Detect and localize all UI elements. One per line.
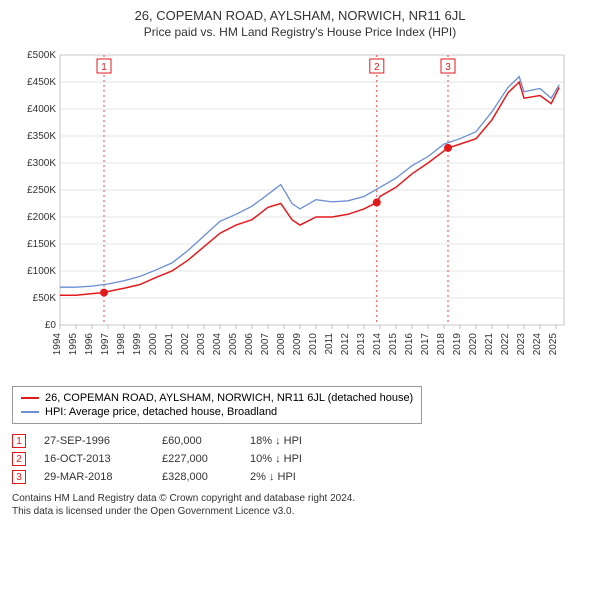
svg-text:£450K: £450K — [27, 77, 56, 88]
svg-text:£250K: £250K — [27, 185, 56, 196]
svg-text:2021: 2021 — [484, 333, 495, 356]
svg-text:2007: 2007 — [260, 333, 271, 356]
svg-text:2002: 2002 — [180, 333, 191, 356]
event-price: £328,000 — [162, 471, 232, 483]
footer-line1: Contains HM Land Registry data © Crown c… — [12, 492, 588, 505]
svg-text:2019: 2019 — [452, 333, 463, 356]
legend-item: 26, COPEMAN ROAD, AYLSHAM, NORWICH, NR11… — [21, 391, 413, 405]
event-date: 29-MAR-2018 — [44, 471, 144, 483]
svg-text:2006: 2006 — [244, 333, 255, 356]
event-date: 16-OCT-2013 — [44, 453, 144, 465]
legend-swatch — [21, 411, 39, 413]
svg-text:£150K: £150K — [27, 239, 56, 250]
legend: 26, COPEMAN ROAD, AYLSHAM, NORWICH, NR11… — [12, 386, 422, 424]
svg-text:2025: 2025 — [548, 333, 559, 356]
chart-svg: £0 £50K £100K £150K £200K £250K £300K £350K £400… — [12, 45, 572, 375]
legend-label: HPI: Average price, detached house, Broa… — [45, 406, 277, 418]
events-table: 1 27-SEP-1996 £60,000 18% ↓ HPI 2 16-OCT-2013… — [12, 432, 588, 486]
svg-text:2: 2 — [374, 62, 380, 73]
svg-text:£300K: £300K — [27, 158, 56, 169]
svg-text:2017: 2017 — [420, 333, 431, 356]
svg-text:2024: 2024 — [532, 333, 543, 356]
svg-text:1995: 1995 — [68, 333, 79, 356]
svg-text:2011: 2011 — [324, 333, 335, 355]
event-price: £60,000 — [162, 435, 232, 447]
legend-swatch — [21, 397, 39, 399]
svg-text:2009: 2009 — [292, 333, 303, 356]
event-marker: 3 — [12, 470, 26, 484]
svg-text:£500K: £500K — [27, 50, 56, 61]
footer-line2: This data is licensed under the Open Gov… — [12, 505, 588, 518]
svg-text:2020: 2020 — [468, 333, 479, 356]
svg-text:2013: 2013 — [356, 333, 367, 356]
svg-text:2018: 2018 — [436, 333, 447, 356]
svg-text:2014: 2014 — [372, 333, 383, 356]
svg-text:2016: 2016 — [404, 333, 415, 356]
svg-text:1: 1 — [101, 62, 107, 73]
svg-text:1996: 1996 — [84, 333, 95, 356]
svg-text:2023: 2023 — [516, 333, 527, 356]
price-chart: £0 £50K £100K £150K £200K £250K £300K £350K £400… — [12, 45, 588, 380]
legend-label: 26, COPEMAN ROAD, AYLSHAM, NORWICH, NR11… — [45, 392, 413, 404]
event-marker: 2 — [12, 452, 26, 466]
svg-text:2022: 2022 — [500, 333, 511, 356]
event-row: 2 16-OCT-2013 £227,000 10% ↓ HPI — [12, 450, 588, 468]
footer: Contains HM Land Registry data © Crown c… — [12, 492, 588, 518]
svg-text:3: 3 — [445, 62, 451, 73]
event-price: £227,000 — [162, 453, 232, 465]
event-row: 3 29-MAR-2018 £328,000 2% ↓ HPI — [12, 468, 588, 486]
main-title: 26, COPEMAN ROAD, AYLSHAM, NORWICH, NR11… — [12, 8, 588, 23]
svg-text:2005: 2005 — [228, 333, 239, 356]
event-diff: 10% ↓ HPI — [250, 453, 330, 465]
svg-text:£200K: £200K — [27, 212, 56, 223]
event-date: 27-SEP-1996 — [44, 435, 144, 447]
event-diff: 18% ↓ HPI — [250, 435, 330, 447]
event-row: 1 27-SEP-1996 £60,000 18% ↓ HPI — [12, 432, 588, 450]
svg-text:2004: 2004 — [212, 333, 223, 356]
svg-text:£100K: £100K — [27, 266, 56, 277]
svg-text:2003: 2003 — [196, 333, 207, 356]
svg-text:1999: 1999 — [132, 333, 143, 356]
svg-text:1997: 1997 — [100, 333, 111, 356]
legend-item: HPI: Average price, detached house, Broa… — [21, 405, 413, 419]
event-marker: 1 — [12, 434, 26, 448]
title-block: 26, COPEMAN ROAD, AYLSHAM, NORWICH, NR11… — [12, 8, 588, 39]
svg-text:2000: 2000 — [148, 333, 159, 356]
svg-text:£350K: £350K — [27, 131, 56, 142]
svg-text:£50K: £50K — [33, 293, 57, 304]
svg-text:2008: 2008 — [276, 333, 287, 356]
svg-text:£400K: £400K — [27, 104, 56, 115]
svg-text:2001: 2001 — [164, 333, 175, 356]
svg-text:1998: 1998 — [116, 333, 127, 356]
svg-text:2012: 2012 — [340, 333, 351, 356]
svg-text:1994: 1994 — [52, 333, 63, 356]
event-diff: 2% ↓ HPI — [250, 471, 330, 483]
sub-title: Price paid vs. HM Land Registry's House … — [12, 25, 588, 39]
svg-text:2015: 2015 — [388, 333, 399, 356]
svg-text:£0: £0 — [45, 320, 57, 331]
svg-text:2010: 2010 — [308, 333, 319, 356]
